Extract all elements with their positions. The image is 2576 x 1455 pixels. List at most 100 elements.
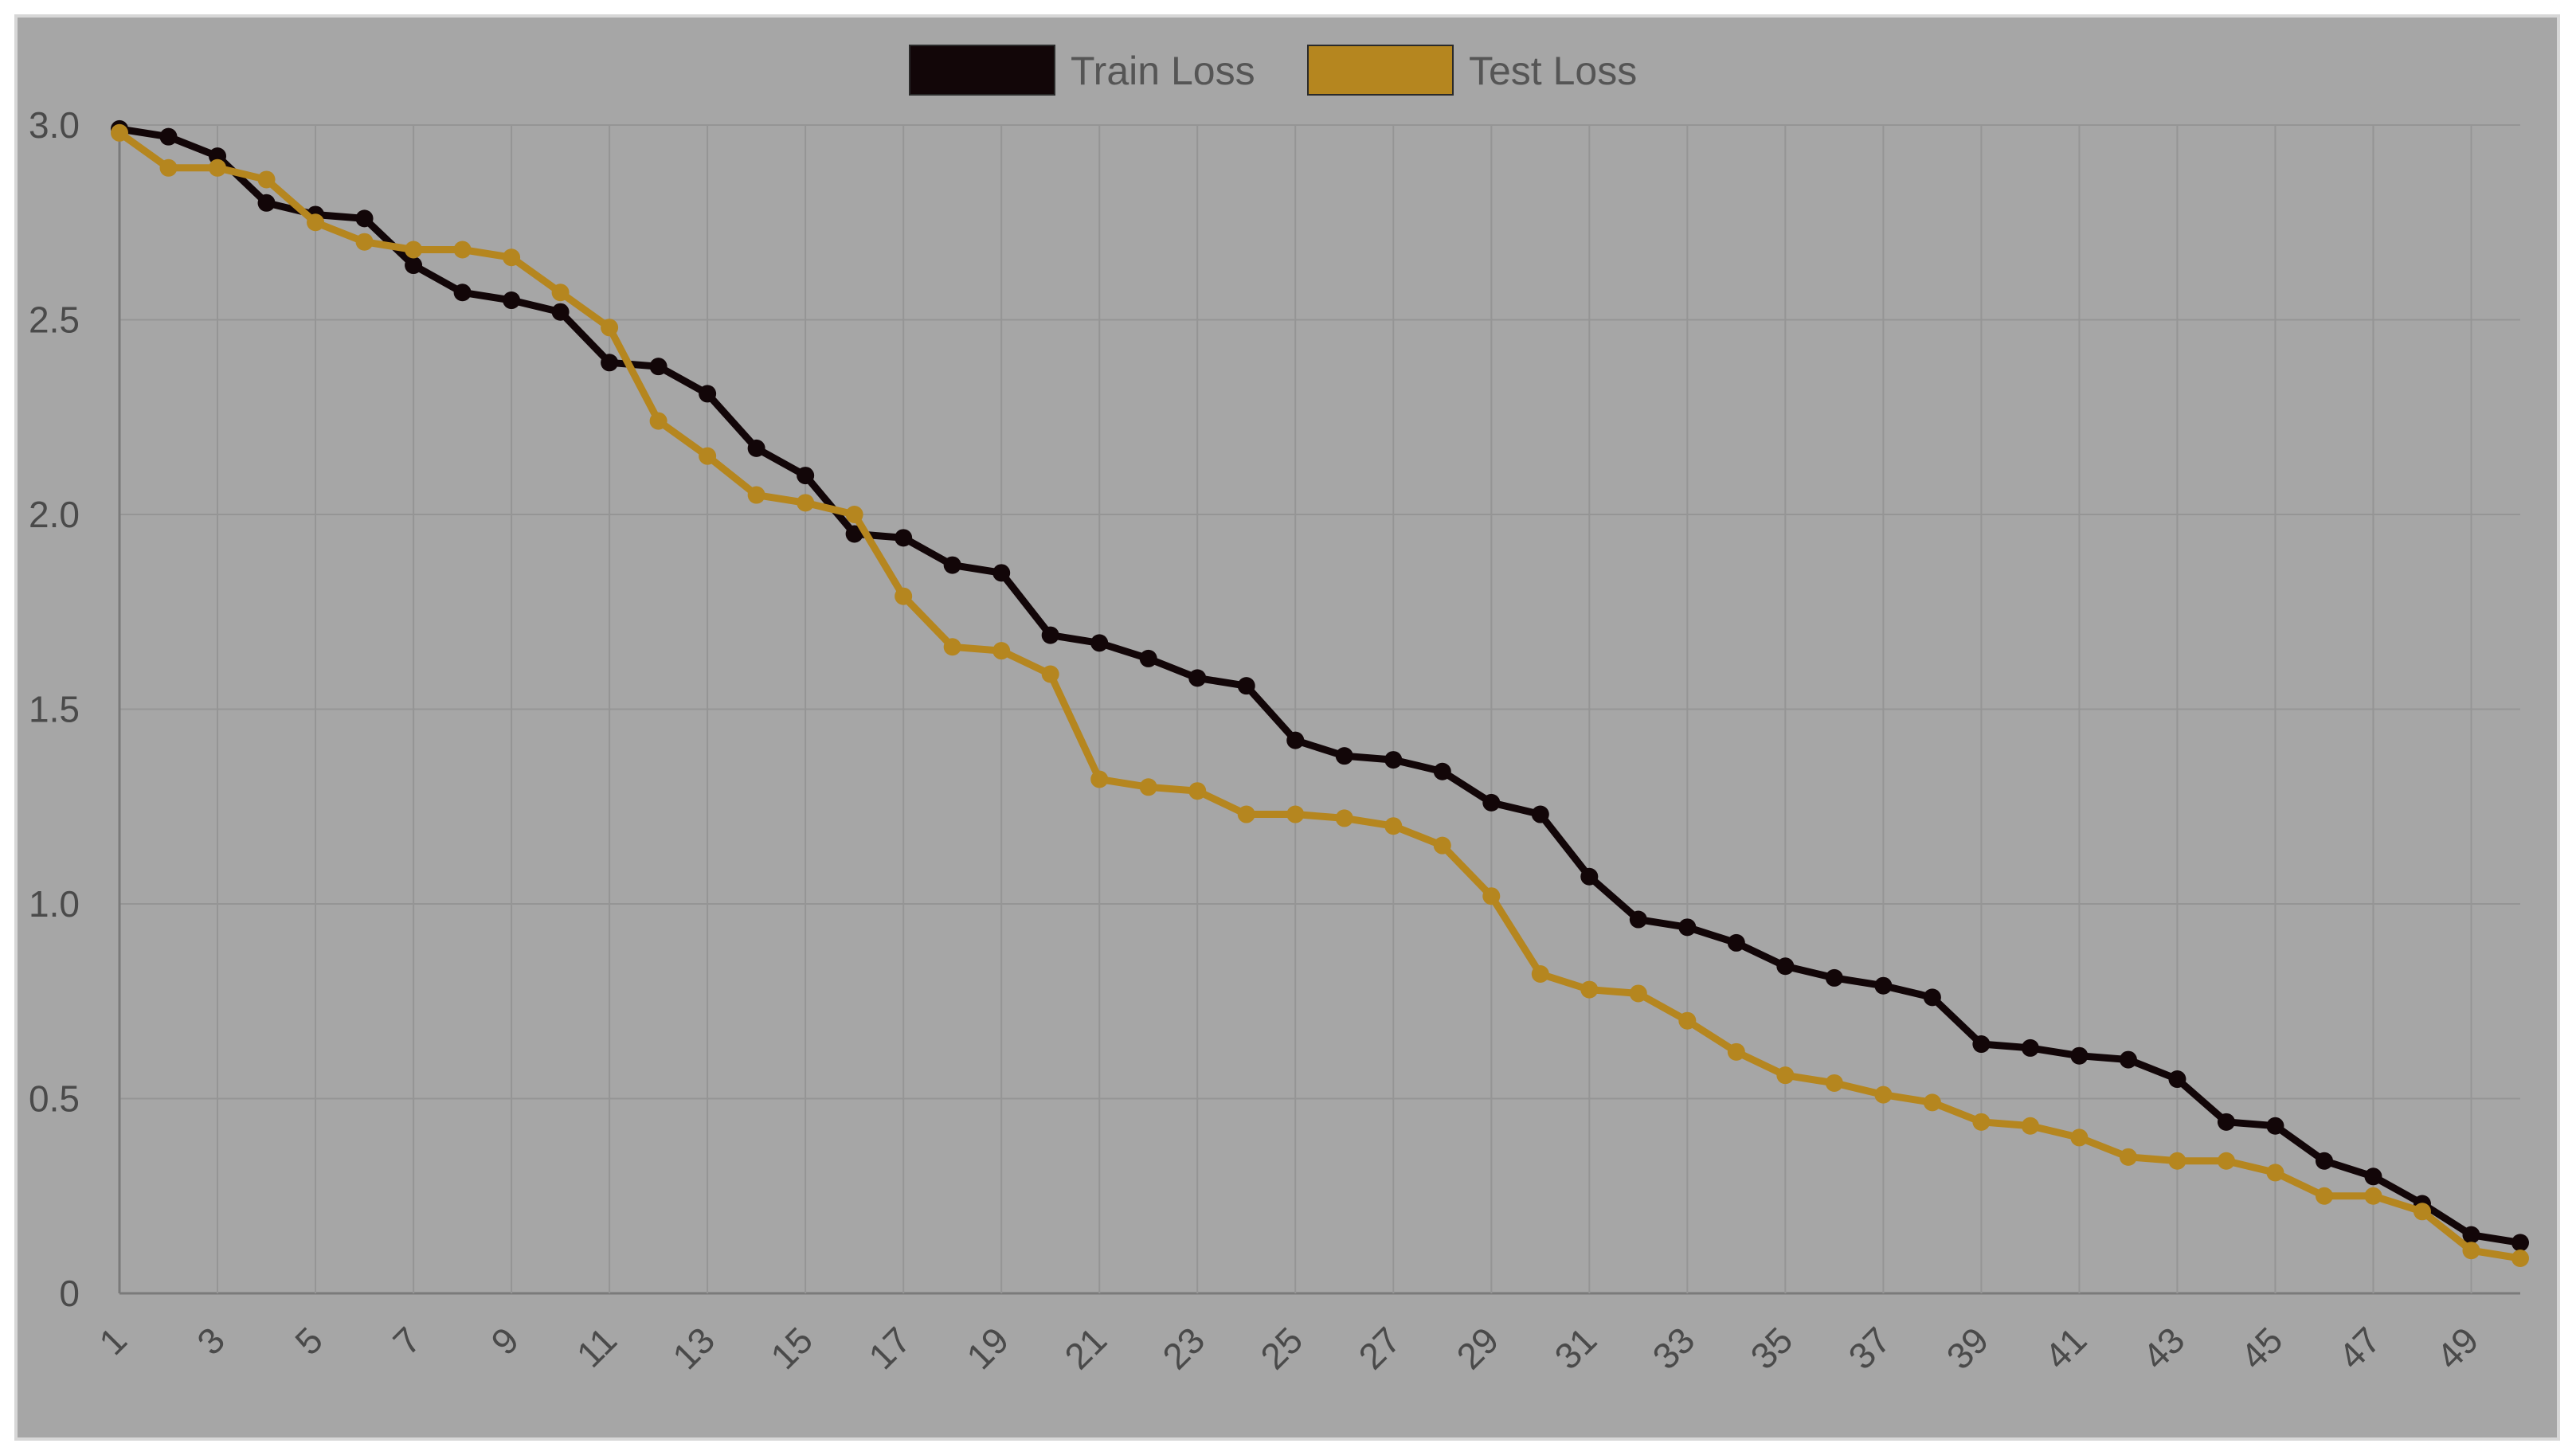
y-tick-label: 3.0 [29,104,80,146]
test-loss-point [2315,1187,2333,1205]
test-loss-point [257,170,276,189]
test-loss-point [1384,817,1403,835]
train-loss-point [1727,933,1745,952]
legend-swatch-train-loss [909,45,1055,96]
test-loss-point [1874,1085,1893,1104]
train-loss-point [1384,751,1403,769]
train-loss-point [257,194,276,212]
test-loss-point [699,447,717,465]
x-tick-label: 39 [1939,1319,1997,1377]
train-loss-point [1923,988,1941,1007]
train-loss-point [1335,747,1353,765]
test-loss-point [1139,778,1157,796]
test-loss-point [1433,836,1451,855]
test-loss-point [2462,1242,2480,1260]
test-loss-point [1629,984,1647,1003]
test-loss-point [797,494,815,512]
x-tick-label: 31 [1546,1319,1604,1377]
train-loss-point [699,385,717,403]
test-loss-point [2168,1152,2186,1170]
train-loss-point [2070,1046,2089,1065]
train-loss-point [1629,910,1647,929]
x-tick-label: 47 [2331,1319,2389,1377]
train-loss-point [453,284,472,302]
test-loss-point [1776,1066,1795,1085]
train-loss-point [895,529,913,547]
test-loss-point [747,486,765,504]
test-loss-point [1678,1011,1697,1030]
train-loss-point [2119,1050,2137,1069]
train-loss-point [2168,1070,2186,1089]
train-loss-point [355,209,374,228]
legend-swatch-test-loss [1307,45,1454,96]
x-tick-label: 21 [1056,1319,1114,1377]
legend-label-test-loss: Test Loss [1469,49,1637,93]
train-loss-point [503,291,521,310]
x-tick-label: 17 [860,1319,918,1377]
y-tick-label: 2.0 [29,494,80,535]
test-loss-point [2070,1128,2089,1147]
x-tick-label: 25 [1252,1319,1310,1377]
train-loss-point [1237,677,1255,695]
test-loss-point [209,158,227,177]
x-tick-label: 35 [1742,1319,1800,1377]
train-loss-point [1972,1035,1991,1054]
train-loss-line [115,125,2524,1246]
x-tick-label: 15 [762,1319,820,1377]
x-tick-label: 9 [483,1319,527,1363]
train-loss-point [1776,957,1795,976]
test-loss-point [2266,1164,2284,1182]
test-loss-point [2217,1152,2235,1170]
train-loss-point [2315,1152,2333,1170]
train-loss-point [2266,1117,2284,1135]
train-loss-point [1090,634,1109,652]
test-loss-point [453,241,472,259]
test-loss-point [307,213,325,232]
train-loss-point [1580,867,1599,886]
test-loss-point [845,506,863,523]
train-loss-point [2364,1168,2382,1186]
train-loss-point [1041,626,1059,644]
train-loss-point [1825,968,1843,987]
train-loss-point [405,256,423,275]
test-loss-point [1237,805,1255,823]
train-loss-point [551,303,570,321]
x-tick-label: 5 [287,1319,331,1363]
train-loss-point [649,358,667,376]
x-tick-label: 29 [1448,1319,1506,1377]
x-tick-label: 33 [1644,1319,1702,1377]
train-loss-point [2462,1226,2480,1244]
test-loss-point [355,233,374,251]
train-loss-point [1433,762,1451,780]
test-loss-line [115,129,2524,1262]
train-loss-point [992,564,1011,582]
x-tick-label: 7 [385,1319,429,1363]
train-loss-point [2217,1113,2235,1131]
test-loss-point [503,248,521,267]
train-loss-point [1678,918,1697,937]
y-tick-label: 1.0 [29,883,80,925]
y-tick-label: 0 [59,1273,80,1314]
test-loss-point [551,284,570,302]
test-loss-point [649,412,667,430]
x-tick-label: 3 [189,1319,233,1363]
x-tick-label: 11 [569,1319,625,1375]
train-loss-point [2021,1038,2039,1057]
y-tick-label: 2.5 [29,299,80,341]
train-loss-point [159,127,178,146]
test-loss-point [2021,1117,2039,1135]
y-tick-label: 0.5 [29,1078,80,1120]
x-tick-label: 13 [664,1319,722,1377]
train-loss-point [747,439,765,457]
y-tick-label: 1.5 [29,689,80,730]
x-tick-label: 27 [1350,1319,1408,1377]
test-loss-point [1286,805,1305,823]
test-loss-point [2413,1203,2431,1221]
train-loss-point [943,556,961,574]
test-loss-point [943,638,961,656]
train-loss-point [2511,1234,2529,1252]
test-loss-point [1531,965,1549,984]
test-loss-point [2364,1187,2382,1205]
train-loss-point [1139,649,1157,667]
test-loss-point [1825,1074,1843,1092]
